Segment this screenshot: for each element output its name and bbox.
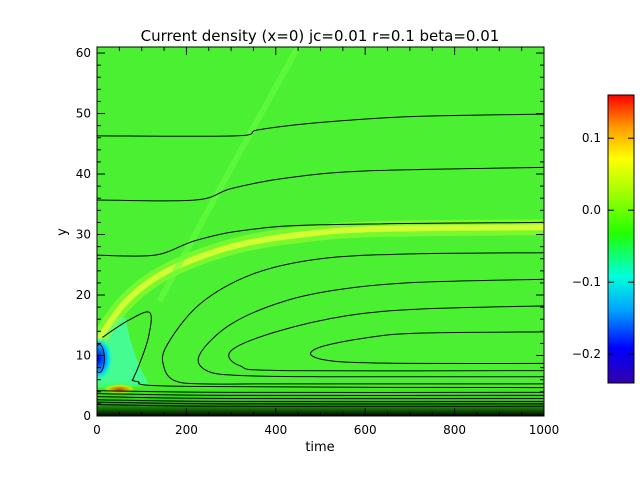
faint-diagonal-band xyxy=(156,47,301,303)
colorbar-tick-label: −0.1 xyxy=(572,275,601,289)
colorbar-tick-label: 0.0 xyxy=(582,203,601,217)
y-tick-label: 50 xyxy=(76,107,91,121)
heatmap-area xyxy=(97,47,544,416)
boundary-contour-3 xyxy=(97,396,544,400)
boundary-contour-5 xyxy=(97,401,544,405)
boundary-contour-4 xyxy=(97,399,544,403)
y-tick-label: 10 xyxy=(76,349,91,363)
boundary-contour-6 xyxy=(97,404,544,407)
contour-line-contour-4 xyxy=(161,252,544,385)
contour-line-contour-8 xyxy=(102,311,544,389)
x-tick-label: 0 xyxy=(93,423,101,437)
negative-core-contour xyxy=(97,344,105,374)
contour-line-contour-1 xyxy=(97,113,544,137)
y-tick-label: 20 xyxy=(76,288,91,302)
contour-line-contour-3 xyxy=(97,221,544,257)
boundary-contour-2 xyxy=(97,393,544,397)
contour-line-contour-2 xyxy=(97,166,544,202)
colorbar-gradient xyxy=(607,94,635,384)
colorbar-tick-label: −0.2 xyxy=(572,347,601,361)
y-tick-label: 60 xyxy=(76,46,91,60)
y-tick-label: 30 xyxy=(76,228,91,242)
x-tick-label: 600 xyxy=(354,423,377,437)
colorbar-tick-label: 0.1 xyxy=(582,131,601,145)
x-tick-label: 200 xyxy=(175,423,198,437)
contour-line-contour-5 xyxy=(197,278,544,378)
x-tick-label: 400 xyxy=(264,423,287,437)
y-tick-label: 40 xyxy=(76,167,91,181)
x-tick-label: 1000 xyxy=(529,423,560,437)
contour-line-contour-6 xyxy=(228,305,544,372)
contour-line-contour-7 xyxy=(309,331,544,365)
x-tick-label: 800 xyxy=(443,423,466,437)
colorbar: 0.1 0.0 −0.1 −0.2 xyxy=(572,94,635,384)
x-axis-label: time xyxy=(305,440,334,455)
boundary-contour-1 xyxy=(97,390,544,394)
y-axis-label: y xyxy=(55,228,70,236)
y-tick-label: 0 xyxy=(83,409,91,423)
chart-title: Current density (x=0) jc=0.01 r=0.1 beta… xyxy=(141,27,500,45)
positive-ridge-core xyxy=(97,224,544,342)
